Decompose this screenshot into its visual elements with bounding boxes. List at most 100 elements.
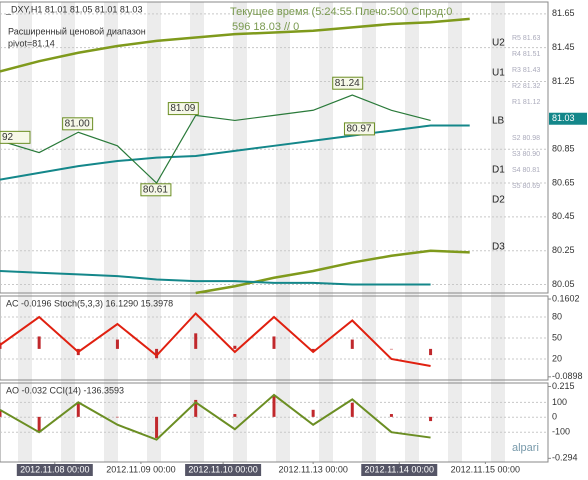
session-band — [491, 2, 505, 462]
histogram-bar — [233, 345, 237, 349]
series-line — [0, 270, 431, 286]
histogram-bar — [0, 342, 2, 349]
series-line — [0, 124, 470, 181]
y-tick-label: 80.45 — [552, 211, 575, 221]
histogram-bar — [429, 348, 433, 356]
price-label-box — [167, 102, 199, 116]
y2-tick-label: 0.215 — [552, 381, 575, 391]
x-tick-label: 2012.11.10 00:00 — [188, 464, 257, 474]
series-line — [0, 94, 431, 184]
pivot-label: S3 80.90 — [512, 151, 540, 158]
level-label: U1 — [492, 68, 505, 79]
session-band — [190, 2, 204, 462]
x-tick-box — [102, 464, 179, 476]
x-tick-label: 2012.11.09 00:00 — [106, 464, 175, 474]
y-tick-label: 100 — [552, 397, 567, 407]
price-label-box — [0, 130, 31, 144]
y-tick-label: 80.65 — [552, 177, 575, 187]
y-tick-label: 80.85 — [552, 144, 575, 154]
x-tick-box — [447, 464, 524, 476]
price-label-box — [332, 76, 364, 90]
price-label-box — [62, 117, 94, 131]
series-line — [0, 393, 431, 441]
panel-frame — [0, 1, 549, 294]
series-line — [195, 249, 470, 295]
y-tick-label: 81.65 — [552, 8, 575, 18]
price-label: 92 — [2, 132, 14, 143]
histogram-bar — [389, 348, 393, 350]
pivot-label: R2 81.32 — [512, 83, 541, 90]
session-band — [104, 2, 118, 462]
level-label: LB — [492, 116, 505, 127]
session-band — [319, 2, 333, 462]
price-label-box — [140, 183, 172, 197]
y-tick-label: 0 — [552, 412, 557, 422]
level-label: D2 — [492, 195, 505, 206]
level-label: U2 — [492, 38, 505, 49]
histogram-bar — [194, 399, 198, 417]
y-tick-label: 80 — [552, 311, 562, 321]
panel-title: AC -0.0196 Stoch(5,3,3) 16.1290 15.3978 — [6, 298, 173, 308]
y2-tick-label: -0.0898 — [552, 371, 583, 381]
y-tick-label: 80.25 — [552, 245, 575, 255]
series-line — [0, 17, 470, 73]
histogram-bar — [37, 336, 41, 349]
histogram-bar — [37, 416, 41, 431]
x-tick-box — [361, 464, 438, 476]
histogram-bar — [350, 339, 354, 349]
session-band — [405, 2, 419, 462]
session-band — [233, 2, 247, 462]
x-tick-label: 2012.11.15 00:00 — [451, 464, 520, 474]
y-tick-label: 81.25 — [552, 76, 575, 86]
histogram-bar — [389, 414, 393, 417]
pivot-label: S5 80.69 — [512, 183, 540, 190]
x-tick-box — [275, 464, 352, 476]
x-tick-label: 2012.11.13 00:00 — [278, 464, 347, 474]
pivot-label: R4 81.51 — [512, 51, 541, 58]
price-label: 80.61 — [143, 184, 168, 195]
price-label: 80.97 — [346, 124, 371, 135]
histogram-bar — [115, 339, 119, 349]
price-label: 81.24 — [335, 78, 360, 89]
pivot-label: R3 81.43 — [512, 67, 541, 74]
histogram-bar — [76, 402, 80, 417]
x-tick-label: 2012.11.14 00:00 — [365, 464, 434, 474]
histogram-bar — [272, 395, 276, 417]
y-tick-label: 50 — [552, 332, 562, 342]
histogram-bar — [350, 402, 354, 417]
histogram-bar — [429, 416, 433, 422]
histogram-bar — [233, 414, 237, 417]
histogram-bar — [155, 348, 159, 359]
y-tick-label: 20 — [552, 353, 562, 363]
panel-frame — [0, 295, 549, 381]
level-label: D3 — [492, 242, 505, 253]
logo: alpari — [512, 442, 539, 454]
panel-title: AO -0.032 CCI(14) -136.3593 — [6, 385, 124, 395]
subtitle: Расширенный ценовой диапазон — [8, 26, 146, 36]
subtitle: pivot=81.14 — [8, 38, 55, 48]
session-band — [18, 2, 32, 462]
last-price-label: 81.03 — [552, 113, 575, 123]
histogram-bar — [0, 409, 2, 417]
histogram-bar — [311, 409, 315, 417]
pivot-label: S2 80.98 — [512, 135, 540, 142]
info-text: Текущее время (5:24:55 Плечо:500 Спрэд:0 — [230, 6, 452, 18]
y-tick-label: -100 — [552, 427, 570, 437]
y2-tick-label: -0.294 — [552, 453, 578, 463]
price-label: 81.09 — [170, 103, 195, 114]
series-line — [0, 312, 431, 367]
y2-tick-label: 0.1602 — [552, 293, 580, 303]
last-price-box — [549, 112, 587, 125]
panel-title: _DXY,H1 81.01 81.05 81.01 81.03 — [5, 4, 142, 14]
pivot-label: R5 81.63 — [512, 35, 541, 42]
price-label-box — [343, 122, 375, 136]
level-label: D1 — [492, 165, 505, 176]
x-tick-box — [16, 464, 93, 476]
price-label: 81.00 — [65, 118, 90, 129]
panel-frame — [0, 382, 549, 463]
histogram-bar — [311, 348, 315, 352]
y-tick-label: 81.45 — [552, 42, 575, 52]
session-band — [276, 2, 290, 462]
